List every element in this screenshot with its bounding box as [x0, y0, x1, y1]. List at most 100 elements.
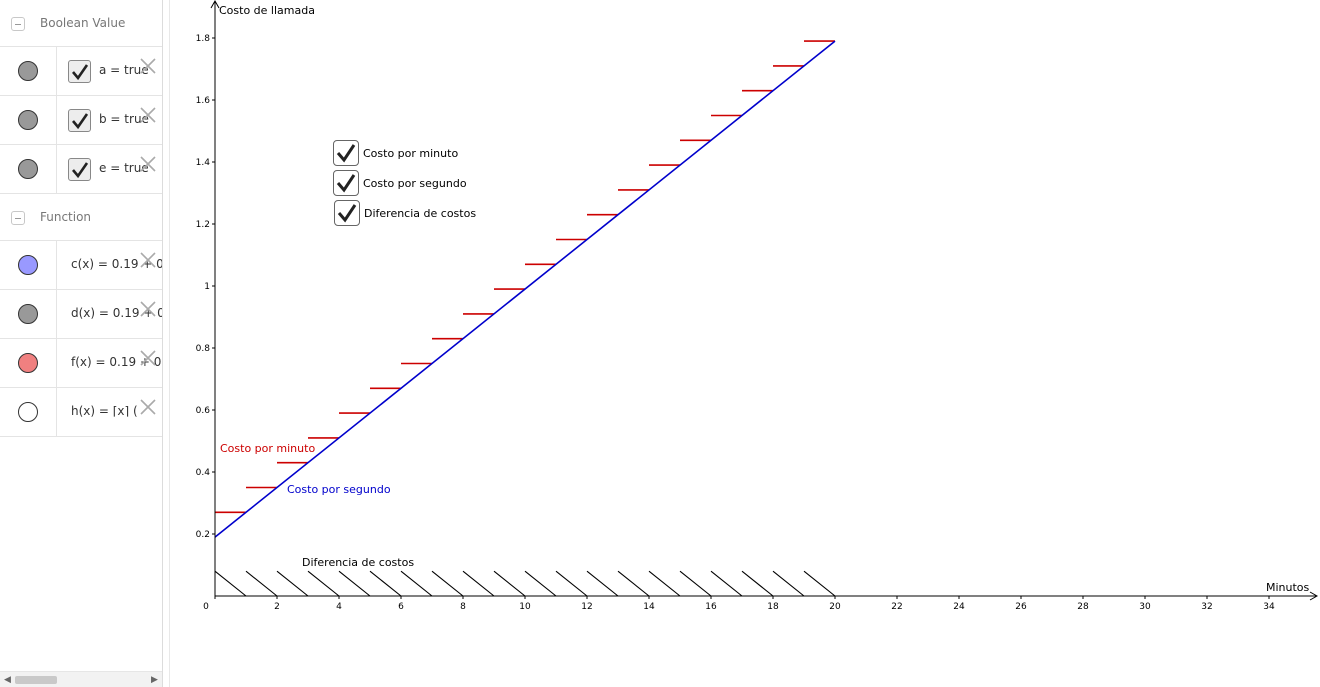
hatch-line: [679, 570, 712, 597]
hatch-line: [524, 570, 557, 597]
expression-c[interactable]: c(x) = 0.19 + 0: [71, 257, 163, 271]
collapse-icon[interactable]: [11, 17, 25, 31]
scrollbar-thumb[interactable]: [15, 676, 57, 684]
label-cost-difference: Diferencia de costos: [302, 556, 414, 569]
checkbox-cost-difference[interactable]: Diferencia de costos: [334, 200, 476, 226]
x-tick-label: 24: [953, 602, 965, 612]
expression-b[interactable]: b = true: [99, 112, 149, 126]
group-title-boolean: Boolean Value: [40, 16, 126, 30]
expression-d[interactable]: d(x) = 0.19 + 0: [71, 306, 163, 320]
marble-cell: [0, 47, 57, 95]
cost-per-minute-steps: [215, 40, 835, 514]
x-tick-label: 16: [705, 602, 717, 612]
close-icon[interactable]: [139, 349, 157, 367]
hatch-line: [431, 570, 464, 597]
collapse-icon[interactable]: [11, 211, 25, 225]
marble-cell: [0, 290, 57, 338]
y-tick-label: 0.4: [196, 468, 211, 478]
hatch-line: [462, 570, 495, 597]
algebra-horizontal-scrollbar[interactable]: ◀ ▶: [0, 671, 162, 687]
expression-f[interactable]: f(x) = 0.19 + 0: [71, 355, 162, 369]
x-tick-label: 26: [1015, 602, 1027, 612]
y-tick-label: 1.8: [196, 34, 211, 44]
algebra-row-b[interactable]: b = true: [0, 96, 162, 145]
marble-cell: [0, 388, 57, 436]
checkbox-a[interactable]: [68, 60, 91, 83]
checkbox-b[interactable]: [68, 109, 91, 132]
hatch-line: [214, 570, 247, 597]
checkbox-box[interactable]: [334, 200, 360, 226]
visibility-toggle-b[interactable]: [18, 110, 38, 130]
marble-cell: [0, 96, 57, 144]
group-header-function[interactable]: Function: [0, 194, 162, 241]
y-tick-label: 0.8: [196, 344, 211, 354]
checkbox-box[interactable]: [333, 170, 359, 196]
x-tick-label: 32: [1201, 602, 1212, 612]
hatch-line: [772, 570, 805, 597]
checkmark-icon: [337, 204, 357, 223]
hatch-line: [276, 570, 309, 597]
checkbox-cost-per-second[interactable]: Costo por segundo: [333, 170, 467, 196]
close-icon[interactable]: [139, 57, 157, 75]
expression-h[interactable]: h(x) = ⌈x⌉ (: [71, 404, 138, 418]
close-icon[interactable]: [139, 106, 157, 124]
checkmark-icon: [72, 162, 89, 179]
x-tick-label: 28: [1077, 602, 1089, 612]
checkbox-e[interactable]: [68, 158, 91, 181]
scroll-right-icon[interactable]: ▶: [151, 675, 158, 685]
close-icon[interactable]: [139, 300, 157, 318]
algebra-row-a[interactable]: a = true: [0, 47, 162, 96]
algebra-row-e[interactable]: e = true: [0, 145, 162, 194]
y-tick-label: 1: [204, 282, 210, 292]
expression-e[interactable]: e = true: [99, 161, 149, 175]
checkbox-label[interactable]: Diferencia de costos: [364, 206, 477, 220]
graph-canvas[interactable]: 0 2 4 6 8 10 12 14 16 18 20 22 24 26 28 30 32 340.20.40.6…: [170, 0, 1320, 687]
hatch-line: [586, 570, 619, 597]
hatch-line: [245, 570, 278, 597]
algebra-row-d[interactable]: d(x) = 0.19 + 0: [0, 290, 162, 339]
visibility-toggle-d[interactable]: [18, 304, 38, 324]
close-icon[interactable]: [139, 155, 157, 173]
graphics-view[interactable]: 0 2 4 6 8 10 12 14 16 18 20 22 24 26 28 30 32 34 0.2 0.4 0.6…: [170, 0, 1320, 687]
hatch-line: [648, 570, 681, 597]
y-tick-label: 0.2: [196, 530, 210, 540]
marble-cell: [0, 145, 57, 193]
expression-a[interactable]: a = true: [99, 63, 149, 77]
visibility-toggle-a[interactable]: [18, 61, 38, 81]
graph-labels: Costo por minuto Costo por segundo Difer…: [219, 4, 1310, 594]
visibility-toggle-f[interactable]: [18, 353, 38, 373]
algebra-row-c[interactable]: c(x) = 0.19 + 0: [0, 241, 162, 290]
checkbox-cost-per-minute[interactable]: Costo por minuto: [333, 140, 458, 166]
difference-hatching: [214, 570, 836, 597]
algebra-view: Boolean Value a = true b = true e = true: [0, 0, 163, 687]
checkbox-label[interactable]: Costo por segundo: [363, 176, 467, 190]
checkmark-icon: [336, 174, 356, 193]
y-axis-title: Costo de llamada: [219, 4, 315, 17]
x-tick-label: 2: [274, 602, 280, 612]
visibility-toggle-h[interactable]: [18, 402, 38, 422]
checkmark-icon: [336, 144, 356, 163]
hatch-line: [803, 570, 836, 597]
x-tick-label: 30: [1139, 602, 1151, 612]
x-axis-arrow: [1309, 591, 1319, 601]
algebra-row-h[interactable]: h(x) = ⌈x⌉ (: [0, 388, 162, 437]
y-tick-label: 1.6: [196, 96, 211, 106]
group-header-boolean[interactable]: Boolean Value: [0, 0, 162, 47]
hatch-line: [617, 570, 650, 597]
checkmark-icon: [72, 113, 89, 130]
scroll-left-icon[interactable]: ◀: [4, 675, 11, 685]
hatch-line: [555, 570, 588, 597]
checkbox-label[interactable]: Costo por minuto: [363, 146, 459, 160]
close-icon[interactable]: [139, 398, 157, 416]
algebra-row-f[interactable]: f(x) = 0.19 + 0: [0, 339, 162, 388]
view-divider[interactable]: [163, 0, 170, 687]
y-tick-label: 1.4: [196, 158, 211, 168]
visibility-toggle-e[interactable]: [18, 159, 38, 179]
marble-cell: [0, 339, 57, 387]
checkbox-box[interactable]: [333, 140, 359, 166]
checkmark-icon: [72, 64, 89, 81]
cost-per-second-line: [214, 40, 836, 538]
visibility-toggle-c[interactable]: [18, 255, 38, 275]
close-icon[interactable]: [139, 251, 157, 269]
x-tick-label: 14: [643, 602, 655, 612]
